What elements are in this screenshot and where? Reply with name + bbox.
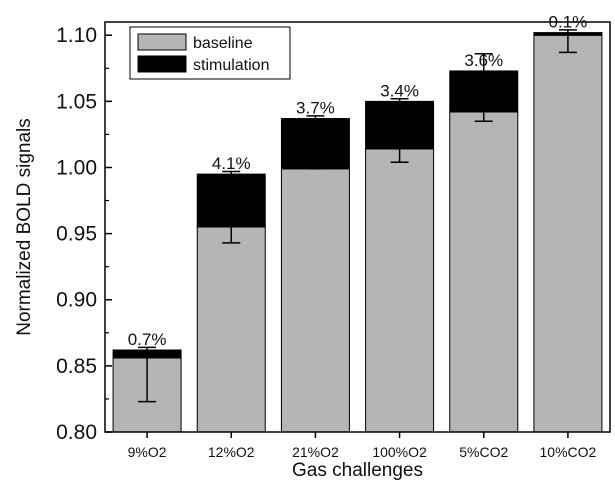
legend-label-baseline: baseline <box>193 35 253 52</box>
x-tick-label: 5%CO2 <box>459 444 508 460</box>
error-bars-layer <box>138 29 577 403</box>
data-label: 3.6% <box>464 51 503 70</box>
bar-baseline <box>365 148 435 433</box>
x-tick-label: 12%O2 <box>208 444 255 460</box>
data-label: 0.7% <box>128 330 167 349</box>
y-tick-label: 0.80 <box>56 421 97 444</box>
bars-layer <box>112 32 603 433</box>
data-label: 3.4% <box>380 81 419 100</box>
legend-label-stimulation: stimulation <box>193 57 269 74</box>
legend-swatch-stimulation <box>137 55 187 73</box>
data-label: 4.1% <box>212 154 251 173</box>
bar-baseline <box>280 168 350 433</box>
x-axis-title: Gas challenges <box>292 460 423 481</box>
y-tick-label: 0.90 <box>56 289 97 312</box>
data-label: 3.7% <box>296 99 335 118</box>
plot-frame <box>104 21 611 433</box>
data-labels-layer: 0.7% 4.1% 3.7% 3.4% 3.6% 0.1% <box>128 13 588 349</box>
data-label: 0.1% <box>549 13 588 32</box>
y-tick-label: 0.85 <box>56 355 97 378</box>
x-tick-label: 100%O2 <box>372 444 427 460</box>
y-axis-title: Normalized BOLD signals <box>14 118 35 336</box>
y-tick-label: 1.00 <box>56 156 97 179</box>
x-tick-label: 10%CO2 <box>540 444 597 460</box>
x-tick-label: 21%O2 <box>292 444 339 460</box>
legend: baseline stimulation <box>129 26 291 80</box>
y-tick-label: 1.10 <box>56 24 97 47</box>
y-tick-label: 1.05 <box>56 90 97 113</box>
bar-baseline <box>449 111 519 433</box>
axes-layer: 0.80 0.85 0.90 0.95 1.00 1.05 1.10 9%O2 12%O2 21%… <box>14 21 611 481</box>
y-tick-label: 0.95 <box>56 223 97 246</box>
bar-baseline <box>196 226 266 433</box>
bar-baseline <box>533 34 603 433</box>
x-tick-label: 9%O2 <box>128 444 167 460</box>
legend-swatch-baseline <box>137 33 187 51</box>
